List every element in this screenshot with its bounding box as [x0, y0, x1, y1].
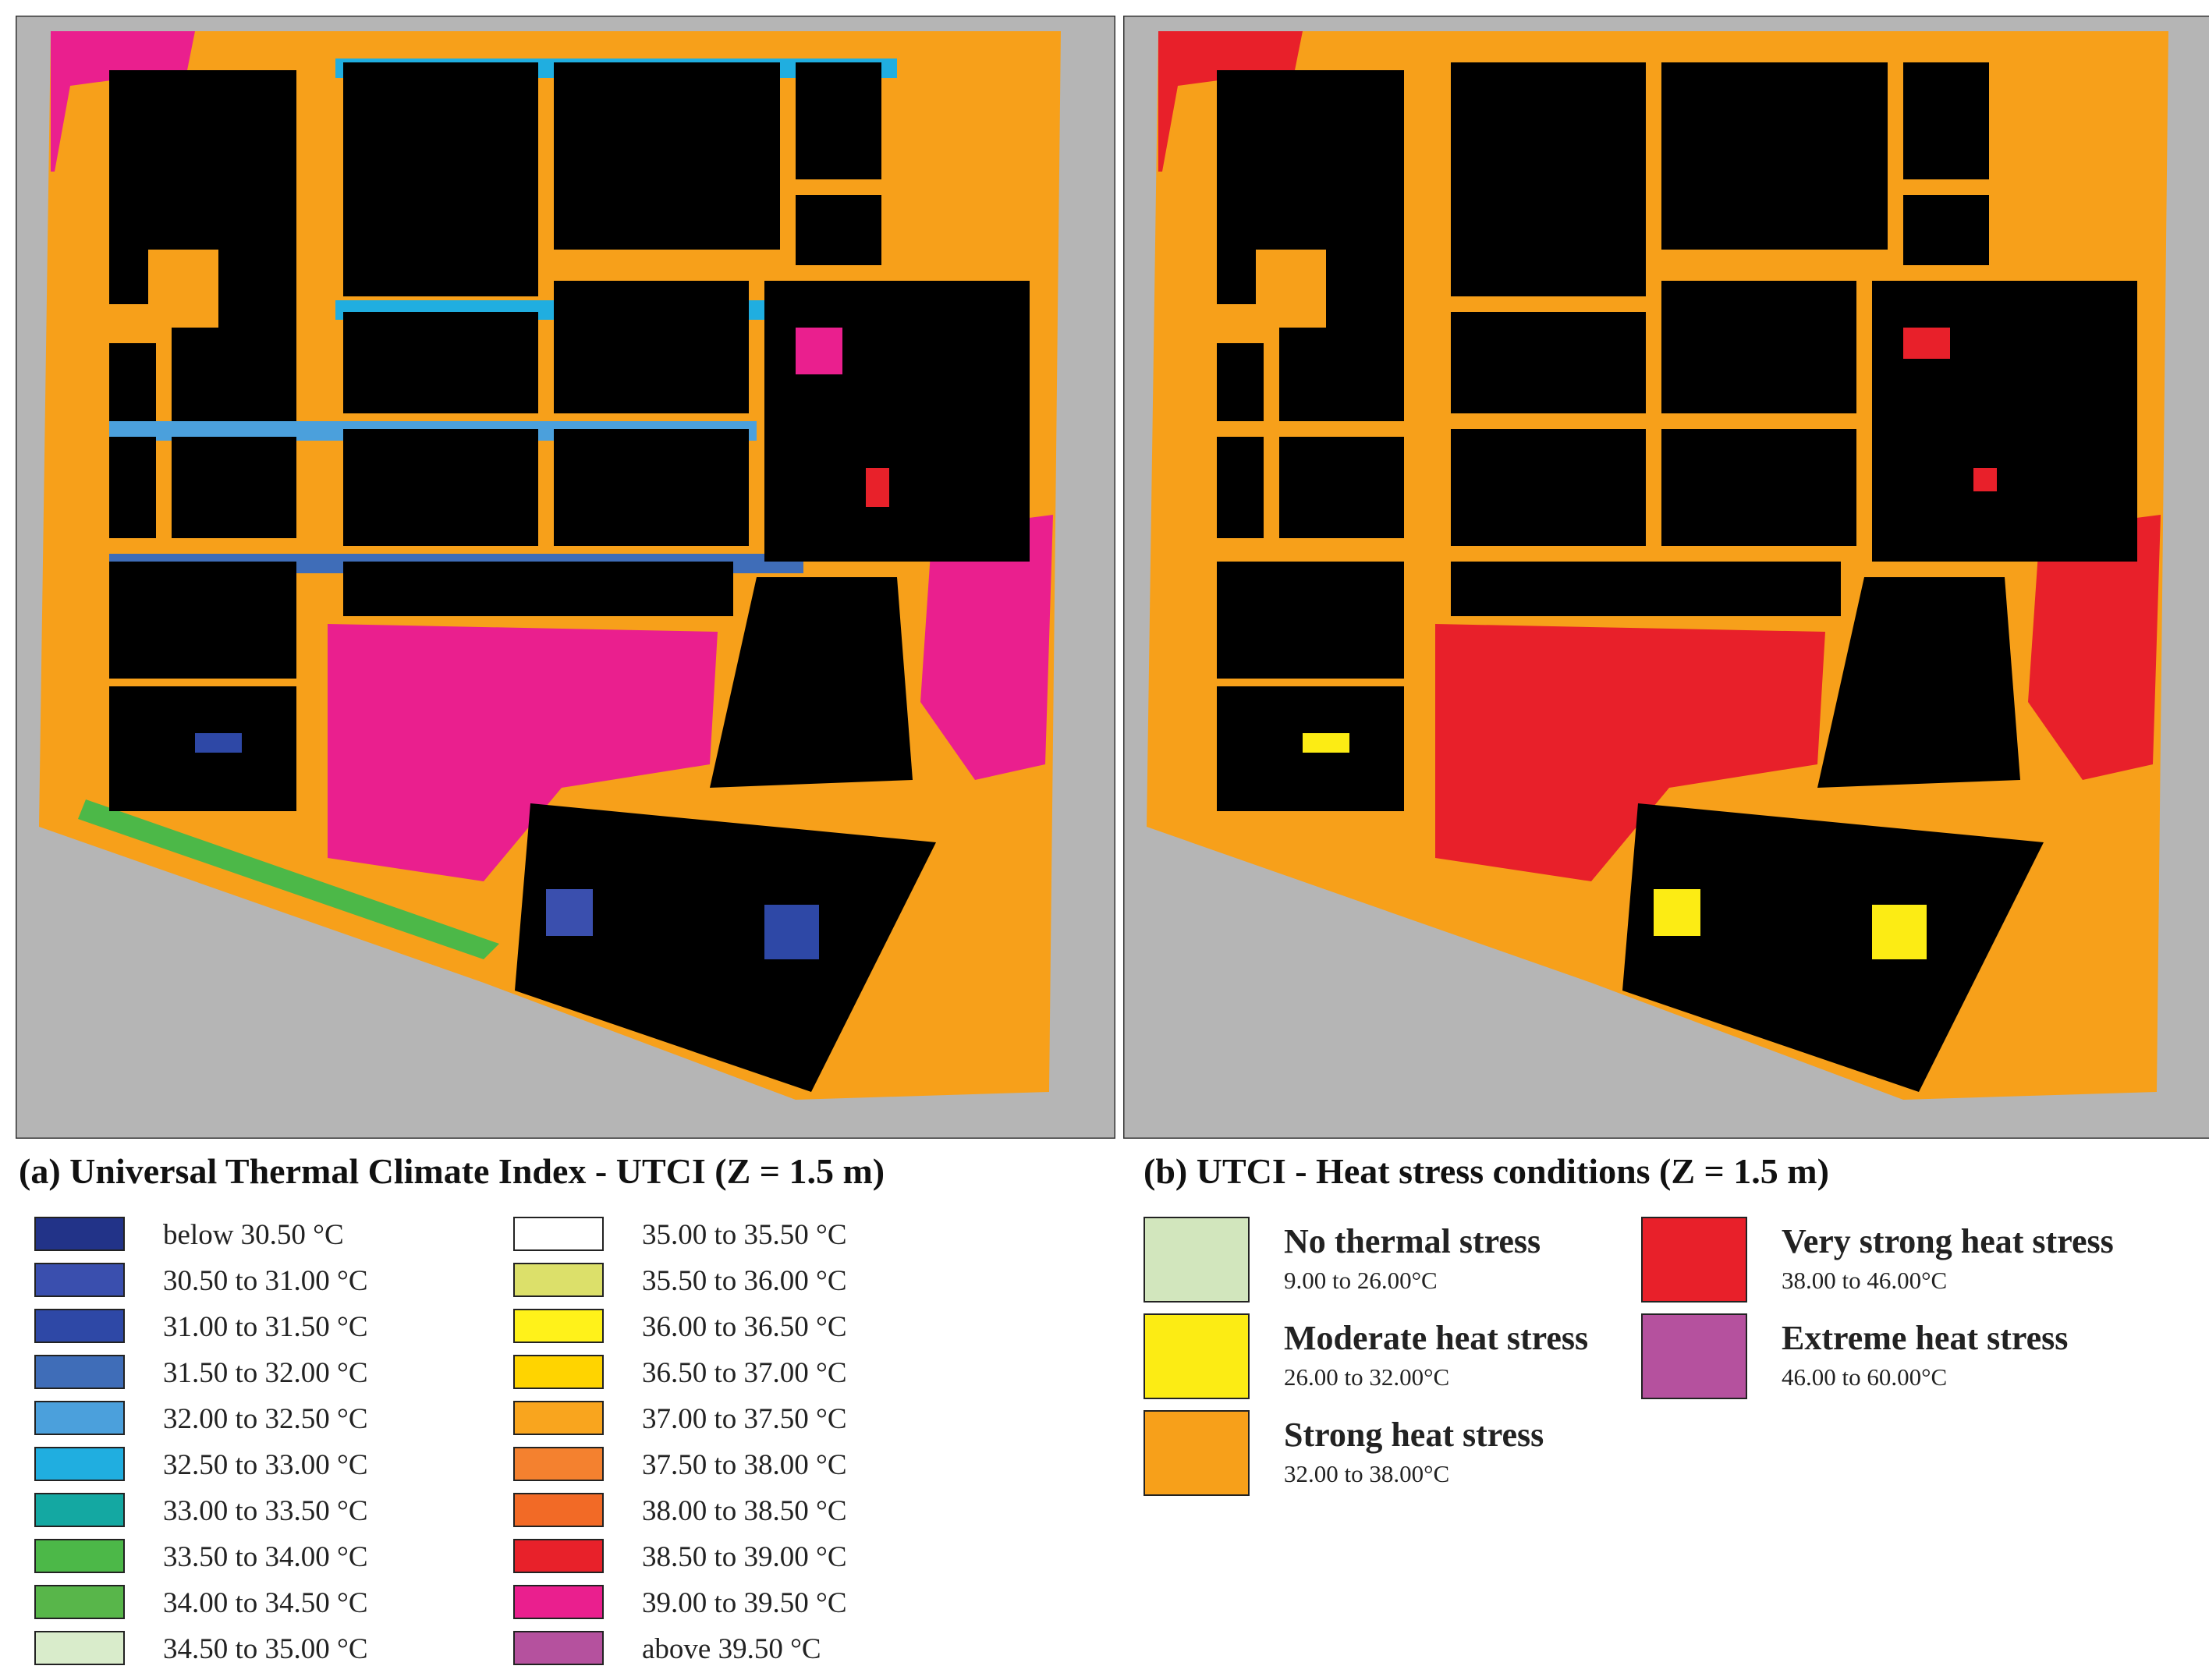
legend-swatch [513, 1263, 604, 1297]
legend-label: 35.50 to 36.00 °C [642, 1265, 847, 1297]
legend-label: 37.00 to 37.50 °C [642, 1403, 847, 1435]
legend-swatch [513, 1631, 604, 1665]
legend-category-range: 26.00 to 32.00°C [1284, 1363, 1450, 1391]
legend-swatch [513, 1309, 604, 1343]
legend-swatch [1641, 1217, 1747, 1303]
heat-stress-map [1123, 16, 2209, 1139]
legend-category-name: Very strong heat stress [1782, 1222, 2114, 1260]
hot-zone-nw [51, 31, 195, 172]
hot-courtyard [796, 328, 842, 374]
very-strong-zone-plaza [1435, 624, 1825, 881]
hot-courtyard-2 [866, 468, 889, 507]
legend-label: 36.50 to 37.00 °C [642, 1357, 847, 1389]
legend-category-range: 38.00 to 46.00°C [1782, 1267, 1948, 1294]
legend-swatch [513, 1355, 604, 1389]
legend-swatch [513, 1585, 604, 1619]
green-edge-south [78, 799, 499, 959]
legend-swatch [1144, 1410, 1250, 1496]
legend-label: 34.00 to 34.50 °C [163, 1587, 368, 1619]
legend-label: 33.50 to 34.00 °C [163, 1541, 368, 1573]
legend-swatch [513, 1493, 604, 1527]
moderate-court-a [1654, 889, 1700, 936]
caption-heat-stress: (b) UTCI - Heat stress conditions (Z = 1… [1144, 1151, 1829, 1191]
buildings [109, 62, 1030, 1092]
legend-swatch [513, 1217, 604, 1251]
legend-category-name: No thermal stress [1284, 1222, 1541, 1260]
very-strong-zone-nw [1158, 31, 1303, 172]
cool-court-a [546, 889, 593, 936]
legend-label: 32.50 to 33.00 °C [163, 1449, 368, 1481]
legend-swatch [513, 1539, 604, 1573]
legend-label: 38.00 to 38.50 °C [642, 1495, 847, 1527]
legend-label: 31.00 to 31.50 °C [163, 1311, 368, 1343]
legend-label: 35.00 to 35.50 °C [642, 1219, 847, 1251]
cool-court-b [764, 905, 819, 959]
legend-category-name: Moderate heat stress [1284, 1319, 1589, 1357]
moderate-court-c [1303, 733, 1349, 753]
utci-map [16, 16, 1115, 1139]
legend-label: 39.00 to 39.50 °C [642, 1587, 847, 1619]
legend-category-range: 46.00 to 60.00°C [1782, 1363, 1948, 1391]
legend-swatch [1144, 1313, 1250, 1399]
legend-label: 32.00 to 32.50 °C [163, 1403, 368, 1435]
caption-utci: (a) Universal Thermal Climate Index - UT… [19, 1151, 885, 1191]
cool-court-c [195, 733, 242, 753]
very-strong-courtyard [1903, 328, 1950, 359]
legend-swatch [34, 1401, 125, 1435]
legend-swatch [34, 1355, 125, 1389]
legend-category-name: Strong heat stress [1284, 1416, 1544, 1454]
legend-swatch [1144, 1217, 1250, 1303]
legend-label: 31.50 to 32.00 °C [163, 1357, 368, 1389]
legend-label: below 30.50 °C [163, 1219, 344, 1251]
very-strong-zone-east [2028, 515, 2161, 780]
legend-category-name: Extreme heat stress [1782, 1319, 2069, 1357]
moderate-court-b [1872, 905, 1927, 959]
legend-swatch [34, 1631, 125, 1665]
legend-category-range: 9.00 to 26.00°C [1284, 1267, 1438, 1294]
utci-map-panel [16, 16, 1115, 1139]
legend-swatch [34, 1585, 125, 1619]
legend-swatch [513, 1447, 604, 1481]
legend-label: 30.50 to 31.00 °C [163, 1265, 368, 1297]
legend-label: above 39.50 °C [642, 1633, 821, 1665]
hot-zone-east [920, 515, 1053, 780]
legend-swatch [34, 1217, 125, 1251]
legend-label: 34.50 to 35.00 °C [163, 1633, 368, 1665]
legend-label: 37.50 to 38.00 °C [642, 1449, 847, 1481]
legend-swatch [1641, 1313, 1747, 1399]
legend-category-range: 32.00 to 38.00°C [1284, 1460, 1450, 1487]
legend-label: 36.00 to 36.50 °C [642, 1311, 847, 1343]
very-strong-courtyard-2 [1973, 468, 1997, 491]
legend-swatch [34, 1309, 125, 1343]
legend-label: 33.00 to 33.50 °C [163, 1495, 368, 1527]
legend-swatch [34, 1447, 125, 1481]
legend-swatch [34, 1539, 125, 1573]
heat-stress-map-panel [1123, 16, 2209, 1139]
legend-swatch [34, 1263, 125, 1297]
hot-zone-plaza [328, 624, 718, 881]
legend-swatch [34, 1493, 125, 1527]
legend-label: 38.50 to 39.00 °C [642, 1541, 847, 1573]
legend-swatch [513, 1401, 604, 1435]
